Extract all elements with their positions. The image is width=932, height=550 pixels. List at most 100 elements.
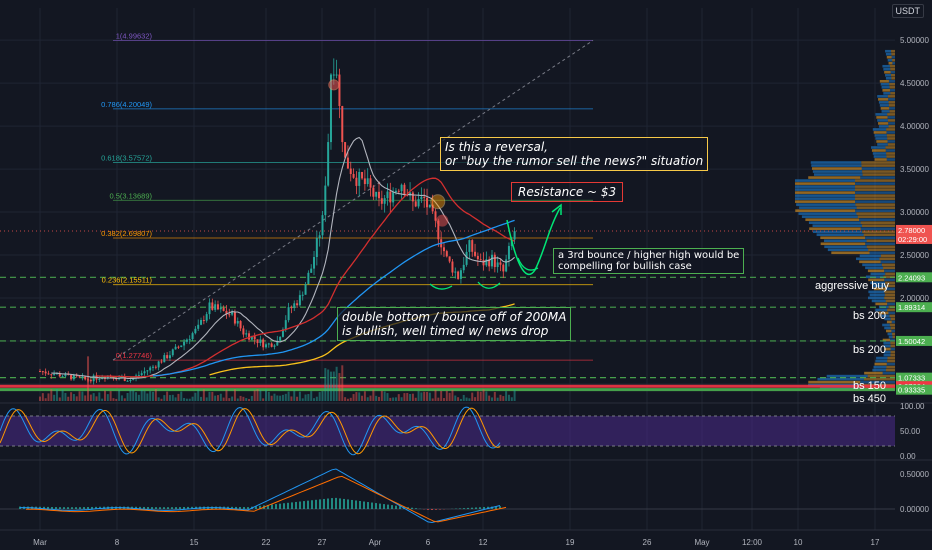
volume-profile-bar [884, 290, 895, 294]
macd-histogram-bar [467, 507, 469, 509]
candle-body [152, 366, 154, 368]
candle-body [185, 339, 188, 342]
volume-profile-bar [889, 110, 895, 113]
candle-body [177, 346, 180, 348]
stoch-k-line [0, 406, 501, 456]
candle-body [236, 321, 239, 324]
volume-bar [332, 371, 335, 401]
volume-bar [361, 395, 364, 401]
volume-profile-bar [861, 161, 895, 164]
volume-profile-bar [888, 311, 895, 315]
volume-profile-bar [873, 131, 887, 134]
candle-body [304, 284, 307, 295]
volume-profile-bar [882, 338, 891, 342]
macd-histogram-bar [139, 506, 141, 509]
volume-profile-bar [890, 326, 895, 330]
volume-profile-bar [884, 70, 891, 74]
volume-bar [149, 391, 152, 401]
volume-profile-bar [865, 266, 884, 270]
volume-bar [233, 389, 236, 401]
candle-body [256, 339, 259, 344]
volume-profile-bar [868, 248, 895, 252]
volume-profile-bar [864, 386, 895, 390]
macd-histogram-bar [51, 507, 53, 509]
macd-histogram-bar [167, 507, 169, 509]
candle-body [361, 171, 364, 179]
volume-bar [363, 391, 366, 401]
candle-body [485, 259, 488, 266]
resistance-annotation: Resistance ~ $3 [511, 182, 624, 202]
candle-body [380, 198, 383, 204]
fib-trend-line [112, 40, 594, 361]
volume-profile-bar [886, 365, 895, 369]
volume-profile-bar [855, 200, 895, 203]
macd-histogram-bar [487, 506, 489, 509]
ma-long-line [152, 219, 515, 377]
volume-profile-bar [885, 149, 895, 152]
macd-histogram-bar [347, 499, 349, 509]
fib-level-label: 0.382(2.69807) [101, 229, 152, 238]
candle-body [491, 254, 493, 267]
volume-profile-bar [864, 371, 883, 375]
candle-body [262, 339, 265, 348]
macd-histogram-bar [287, 502, 289, 509]
volume-profile-bar [886, 152, 895, 155]
volume-bar [103, 390, 106, 401]
fib-level-label: 0.5(3.13689) [109, 191, 152, 200]
volume-profile-bar [884, 326, 891, 330]
macd-histogram-bar [315, 499, 317, 509]
time-tick-label: 8 [115, 538, 120, 547]
volume-profile-bar [891, 76, 895, 80]
candle-body [389, 191, 392, 203]
macd-histogram-bar [363, 501, 365, 509]
volume-bar [222, 397, 225, 401]
volume-bar [281, 394, 284, 401]
candle-body [468, 240, 471, 252]
volume-bar [298, 391, 301, 401]
candle-body [482, 259, 485, 266]
volume-bar [276, 395, 279, 401]
volume-bar [471, 392, 474, 401]
volume-bar [157, 397, 160, 401]
volume-profile-bar [890, 353, 895, 357]
volume-profile-bar [861, 164, 895, 167]
volume-bar [341, 365, 344, 401]
macd-histogram-bar [47, 506, 49, 509]
currency-badge[interactable]: USDT [891, 4, 924, 18]
volume-bar [78, 391, 81, 401]
volume-bar [75, 396, 78, 401]
macd-histogram-bar [279, 503, 281, 509]
candle-body [194, 328, 197, 334]
candle-body [171, 349, 174, 356]
candle-body [383, 198, 386, 204]
price-level-tag [896, 272, 932, 283]
volume-profile-bar [891, 329, 895, 333]
volume-bar [132, 390, 135, 401]
time-tick-label: Mar [33, 538, 47, 547]
volume-profile-bar [876, 356, 888, 360]
macd-histogram-bar [339, 498, 341, 509]
volume-profile-bar [880, 83, 890, 86]
volume-profile-bar [889, 64, 895, 68]
volume-bar [327, 369, 330, 401]
volume-bar [290, 396, 293, 401]
volume-profile-bar [885, 146, 895, 149]
volume-profile-bar [882, 64, 890, 68]
volume-profile-bar [808, 221, 861, 224]
candle-body [296, 303, 299, 306]
price-axis[interactable]: 5.00000 4.50000 4.00000 3.50000 3.00000 2.500… [896, 36, 932, 514]
volume-profile-bar [863, 377, 895, 381]
volume-profile-bar [882, 89, 890, 92]
volume-bar [307, 394, 310, 401]
candle-body [157, 361, 160, 368]
price-level-tag [896, 384, 932, 395]
volume-profile-bar [878, 311, 889, 315]
candle-body [149, 367, 152, 371]
volume-profile-bar [883, 275, 895, 279]
volume-profile-bar [888, 104, 895, 107]
volume-bar [451, 389, 454, 401]
volume-profile-bar [863, 233, 895, 237]
time-axis[interactable]: Mar 8 15 22 27 Apr 6 12 19 26 May 12:00 10 17 [33, 538, 880, 547]
macd-pane [0, 468, 895, 524]
